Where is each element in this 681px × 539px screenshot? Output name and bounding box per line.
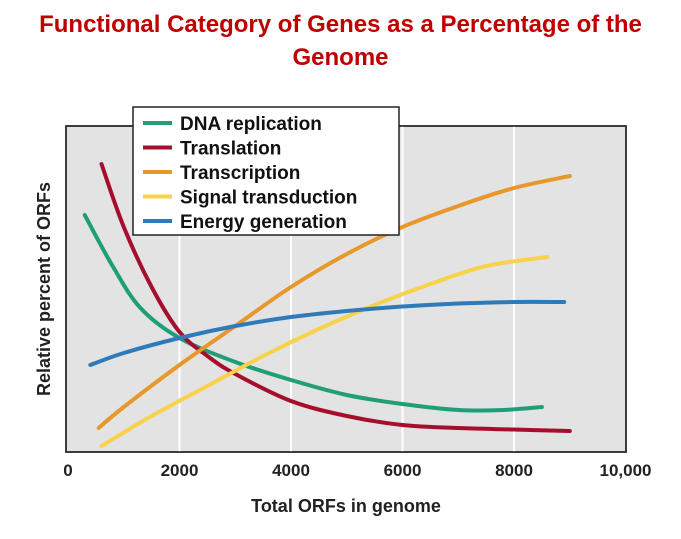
series-line-dna-replication (82, 213, 544, 413)
chart-title: Functional Category of Genes as a Percen… (39, 11, 642, 71)
x-tick-label: 8000 (495, 461, 533, 480)
legend-box (132, 106, 400, 236)
legend-label-dna-replication: DNA replication (180, 114, 322, 135)
legend: DNA replication Translation Transcription S… (132, 106, 400, 236)
x-tick-label: 2000 (161, 461, 199, 480)
series-line-transcription (96, 174, 572, 430)
x-tick-labels: 0 2000 4000 6000 8000 10,000 (63, 461, 651, 480)
x-tick-label: 4000 (272, 461, 310, 480)
series-line-translation (99, 162, 572, 433)
legend-label-transcription: Transcription (180, 163, 300, 184)
series-line-energy-generation (88, 299, 567, 367)
x-tick-label: 6000 (384, 461, 422, 480)
legend-label-signal-transduction: Signal transduction (180, 188, 357, 209)
series-lines (82, 162, 572, 448)
legend-label-translation: Translation (180, 139, 281, 160)
x-tick-label: 0 (63, 461, 72, 480)
series-line-signal-transduction (99, 255, 550, 448)
x-axis-label: Total ORFs in genome (251, 496, 441, 516)
y-axis-label: Relative percent of ORFs (34, 182, 54, 396)
legend-label-energy-generation: Energy generation (180, 212, 347, 233)
x-tick-label: 10,000 (600, 461, 652, 480)
